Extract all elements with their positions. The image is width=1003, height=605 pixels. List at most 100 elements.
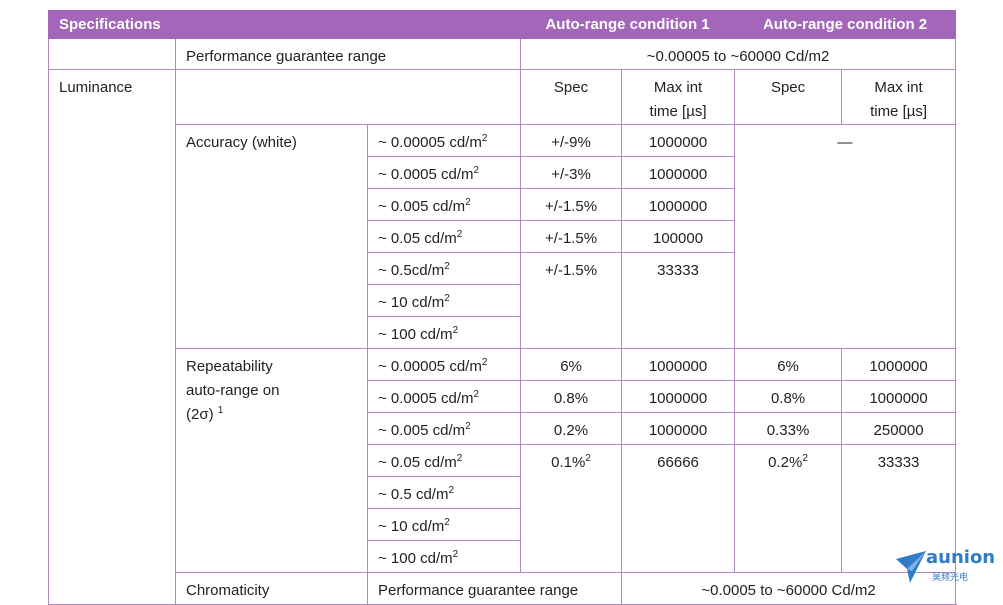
repeatability-max-int-2: 33333 <box>841 444 957 573</box>
range-text: ~ 0.05 cd/m <box>378 230 457 247</box>
unit-superscript: 2 <box>444 261 450 272</box>
repeatability-row: ~ 10 cd/m2 <box>49 508 956 541</box>
accuracy-row: ~ 0.5cd/m2 +/-1.5% 33333 <box>49 252 956 349</box>
accuracy-max-int-1: 33333 <box>621 252 736 349</box>
paper-plane-icon <box>896 551 926 583</box>
accuracy-range: ~ 10 cd/m2 <box>366 284 522 317</box>
accuracy-range: ~ 100 cd/m2 <box>366 316 522 349</box>
logo-brand-text: aunion <box>926 547 996 568</box>
range-text: ~ 10 cd/m <box>378 294 445 311</box>
subheader-spec-2: Spec <box>734 69 843 125</box>
repeatability-spec-2: 6% <box>734 348 843 381</box>
range-text: ~ 100 cd/m <box>378 326 453 343</box>
luminance-subheader-row: Luminance Spec Max int time [µs] Spec Ma… <box>48 69 957 605</box>
accuracy-range: ~ 0.0005 cd/m2 <box>366 156 522 189</box>
unit-superscript: 2 <box>473 389 480 400</box>
accuracy-row: ~ 10 cd/m2 <box>49 284 956 317</box>
aunion-logo: aunion 昊频光电 <box>894 545 1003 588</box>
footnote-superscript: 2 <box>802 453 808 464</box>
subheader-max-int-2-line1: Max int <box>874 79 923 96</box>
repeatability-max-int-2: 1000000 <box>841 380 957 413</box>
accuracy-row: ~ 0.005 cd/m2 +/-1.5% 1000000 <box>49 188 956 221</box>
unit-superscript: 2 <box>444 293 450 304</box>
accuracy-condition-2-dash: — <box>734 124 957 349</box>
unit-superscript: 2 <box>452 325 459 336</box>
accuracy-max-int-1: 1000000 <box>621 156 736 189</box>
repeatability-max-int-2: 1000000 <box>841 348 957 381</box>
guarantee-row: Performance guarantee range ~0.00005 to … <box>48 38 957 70</box>
subheader-max-int-1-line1: Max int <box>653 79 703 96</box>
repeatability-spec-1: 0.1%2 <box>520 444 623 573</box>
unit-superscript: 2 <box>448 485 455 496</box>
range-text: ~ 0.005 cd/m <box>378 422 466 439</box>
accuracy-spec-1: +/-1.5% <box>520 252 623 349</box>
spec-value: 0.1% <box>551 454 586 471</box>
accuracy-range: ~ 0.5cd/m2 <box>366 252 522 285</box>
repeatability-range: ~ 100 cd/m2 <box>366 540 522 573</box>
guarantee-blank-cell <box>48 38 176 70</box>
unit-superscript: 2 <box>444 517 450 528</box>
repeatability-spec-2: 0.2%2 <box>734 444 843 573</box>
range-text: ~ 0.00005 cd/m <box>378 134 482 151</box>
guarantee-label: Performance guarantee range <box>174 38 522 70</box>
range-text: ~ 0.05 cd/m <box>378 454 457 471</box>
unit-superscript: 2 <box>473 165 480 176</box>
unit-superscript: 2 <box>465 421 471 432</box>
accuracy-row: ~ 0.05 cd/m2 +/-1.5% 100000 <box>49 220 956 253</box>
chromaticity-guarantee-label: Performance guarantee range <box>366 572 623 605</box>
repeatability-range: ~ 0.05 cd/m2 <box>366 444 522 477</box>
header-condition-1: Auto-range condition 1 <box>520 10 736 39</box>
range-text: ~ 10 cd/m <box>378 518 445 535</box>
repeatability-row: ~ 0.005 cd/m2 0.2% 1000000 0.33% 250000 <box>49 412 957 445</box>
repeatability-row: ~ 0.05 cd/m2 0.1%2 66666 0.2%2 33333 <box>49 444 957 573</box>
accuracy-row: ~ 100 cd/m2 <box>49 316 956 349</box>
luminance-label: Luminance <box>48 69 176 605</box>
accuracy-spec-1: +/-1.5% <box>520 220 623 253</box>
range-text: ~ 0.0005 cd/m <box>378 390 474 407</box>
unit-superscript: 2 <box>456 453 463 464</box>
range-text: ~ 0.00005 cd/m <box>378 358 482 375</box>
subheader-max-int-2: Max int time [µs] <box>841 69 957 125</box>
repeatability-spec-1: 6% <box>520 348 623 381</box>
repeatability-row: ~ 0.0005 cd/m2 0.8% 1000000 0.8% 1000000 <box>49 380 957 413</box>
spec-value: 0.2% <box>768 454 803 471</box>
accuracy-row: Accuracy (white) ~ 0.00005 cd/m2 +/-9% 1… <box>49 124 957 349</box>
accuracy-spec-1: +/-1.5% <box>520 188 623 221</box>
accuracy-row: ~ 0.0005 cd/m2 +/-3% 1000000 <box>49 156 956 189</box>
chromaticity-label: Chromaticity <box>175 572 368 605</box>
accuracy-max-int-1: 100000 <box>621 220 736 253</box>
accuracy-range: ~ 0.05 cd/m2 <box>366 220 522 253</box>
unit-superscript: 2 <box>452 549 459 560</box>
accuracy-range: ~ 0.00005 cd/m2 <box>366 124 522 157</box>
subheader-max-int-1-line2: time [µs] <box>649 103 707 120</box>
range-text: ~ 0.0005 cd/m <box>378 166 474 183</box>
footnote-superscript: 2 <box>585 453 591 464</box>
unit-superscript: 2 <box>456 229 463 240</box>
range-text: ~ 0.005 cd/m <box>378 198 466 215</box>
spec-table: Specifications Auto-range condition 1 Au… <box>47 10 957 605</box>
header-condition-2: Auto-range condition 2 <box>734 10 957 39</box>
range-text: ~ 0.5cd/m <box>378 262 445 279</box>
range-text: ~ 0.5 cd/m <box>378 486 449 503</box>
accuracy-max-int-1: 1000000 <box>621 188 736 221</box>
repeatability-label-line1: Repeatability <box>186 358 273 375</box>
repeatability-range: ~ 10 cd/m2 <box>366 508 522 541</box>
chromaticity-row: Chromaticity Performance guarantee range… <box>49 572 957 605</box>
repeatability-row: Repeatability auto-range on (2σ) 1 ~ 0.0… <box>49 348 957 573</box>
repeatability-label-line3: (2σ) <box>186 406 214 423</box>
logo-sub-text: 昊频光电 <box>932 573 969 583</box>
repeatability-max-int-1: 1000000 <box>621 348 736 381</box>
footnote-superscript: 1 <box>217 405 224 416</box>
unit-superscript: 2 <box>465 197 471 208</box>
spec-table-container: Specifications Auto-range condition 1 Au… <box>47 10 957 605</box>
repeatability-label-line2: auto-range on <box>186 382 280 399</box>
subheader-spec-1: Spec <box>520 69 623 125</box>
repeatability-max-int-1: 66666 <box>621 444 736 573</box>
repeatability-max-int-1: 1000000 <box>621 380 736 413</box>
repeatability-label: Repeatability auto-range on (2σ) 1 <box>175 348 368 573</box>
repeatability-range: ~ 0.5 cd/m2 <box>366 476 522 509</box>
repeatability-range: ~ 0.0005 cd/m2 <box>366 380 522 413</box>
accuracy-max-int-1: 1000000 <box>621 124 736 157</box>
header-specifications: Specifications <box>47 10 522 39</box>
accuracy-spec-1: +/-9% <box>520 124 623 157</box>
